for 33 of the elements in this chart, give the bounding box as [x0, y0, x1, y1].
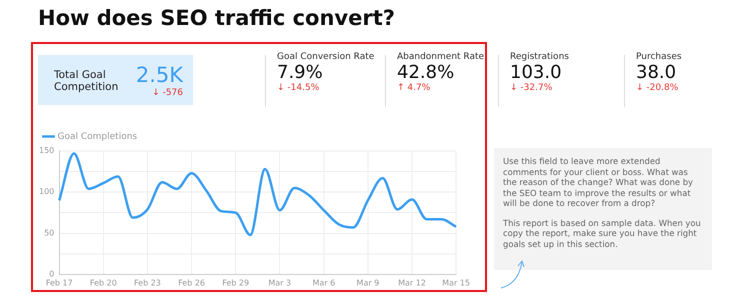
x-tick-label: Mar 9: [356, 278, 380, 288]
text: Total Goal Competition: [54, 69, 120, 93]
text: ↓ -20.8%: [636, 83, 680, 93]
text: 7.9%: [277, 62, 324, 83]
x-tick-label: Feb 26: [178, 278, 205, 288]
x-tick-label: Feb 23: [134, 278, 161, 288]
text: Registrations: [510, 52, 569, 62]
text: 2.5K: [136, 63, 183, 87]
x-tick-label: Mar 12: [398, 278, 426, 288]
text: 42.8%: [397, 62, 456, 83]
text: ↓ -14.5%: [277, 83, 320, 93]
legend-label: Goal Completions: [58, 132, 138, 142]
text: Goal Conversion Rate: [277, 52, 374, 62]
y-tick-label: 100: [38, 187, 54, 196]
x-tick-label: Mar 15: [442, 278, 470, 288]
x-tick-label: Feb 17: [46, 278, 73, 288]
x-tick-label: Mar 3: [268, 278, 292, 288]
text: This report is based on sample data. When you copy the report, make sure you have the right goals set up in this section.: [503, 218, 702, 249]
text: 38.0: [636, 62, 678, 83]
text: ↓ -32.7%: [510, 83, 554, 93]
x-tick-label: Feb 20: [90, 278, 117, 288]
y-tick-label: 150: [38, 146, 54, 156]
text: 103.0: [510, 62, 563, 83]
text: Purchases: [636, 52, 682, 62]
text: Use this field to leave more extended comments for your client or boss. What was the reason of the change? What was done by the SEO team to improve the results or what will be done to recover from a drop?: [503, 156, 694, 208]
y-tick-label: 50: [44, 228, 54, 238]
text: Abandonment Rate: [397, 52, 484, 62]
text: ↓ -576: [152, 88, 183, 98]
x-tick-label: Feb 29: [222, 278, 250, 288]
x-tick-label: Mar 6: [312, 278, 336, 288]
text: ↑ 4.7%: [397, 83, 432, 93]
y-tick-label: 0: [49, 269, 54, 278]
text: How does SEO traffic convert?: [38, 6, 395, 30]
